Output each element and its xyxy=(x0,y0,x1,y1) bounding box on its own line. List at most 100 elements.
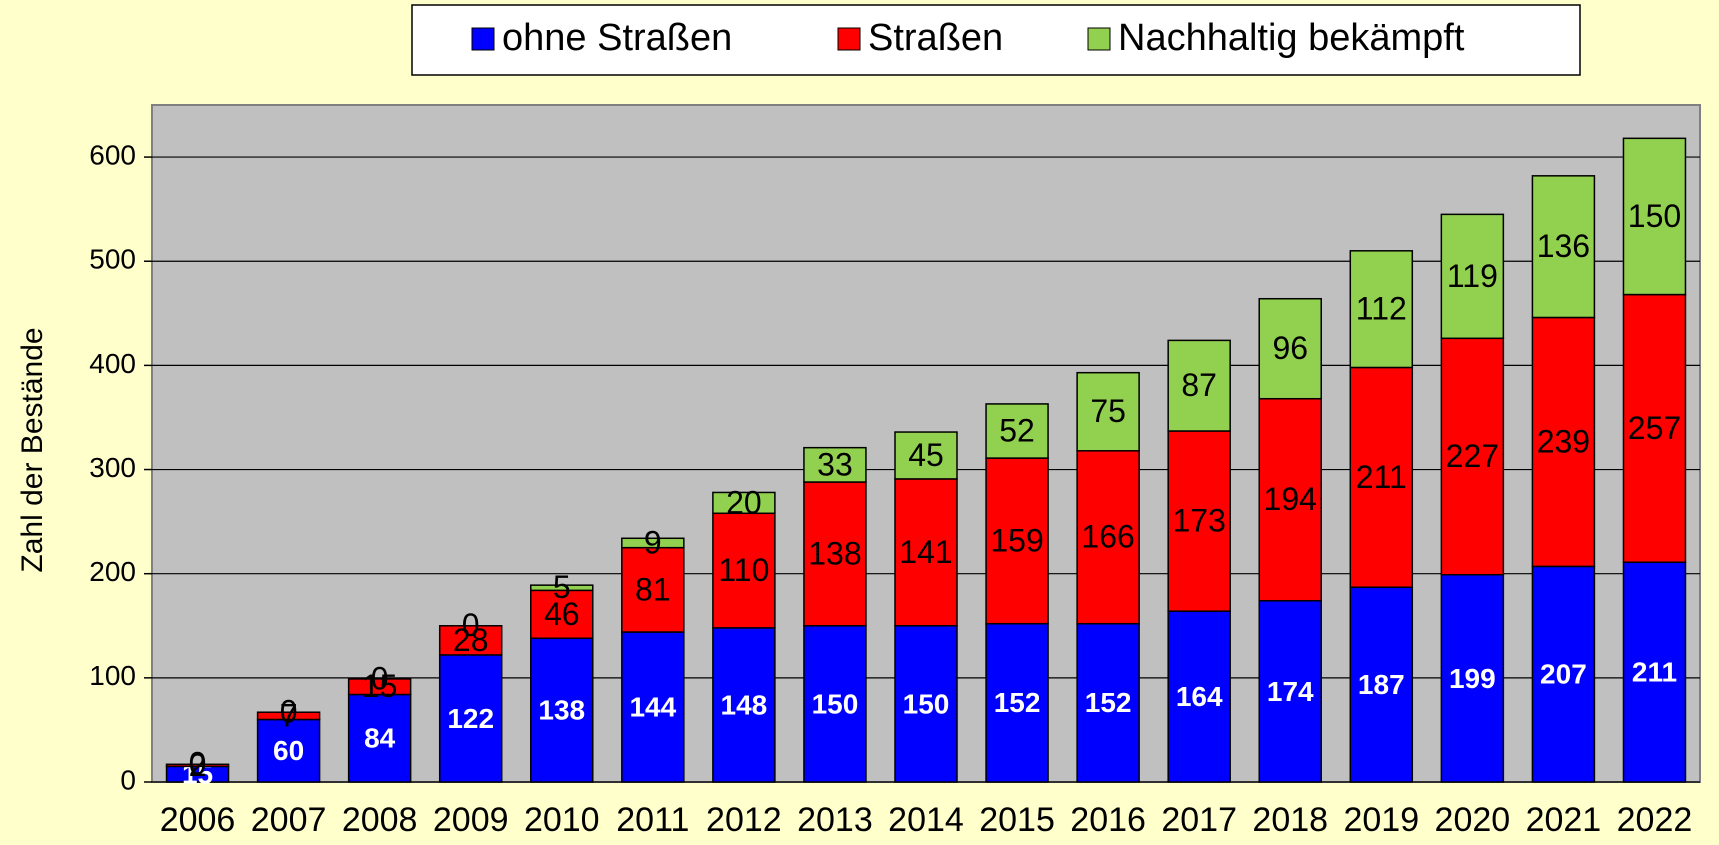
value-label: 81 xyxy=(635,571,671,607)
value-label: 187 xyxy=(1358,669,1405,700)
value-label: 15 xyxy=(362,668,398,704)
value-label: 150 xyxy=(1628,198,1681,234)
value-label: 138 xyxy=(808,535,861,571)
bar-segment xyxy=(1440,213,1505,340)
value-label: 211 xyxy=(1632,657,1677,688)
x-tick-label: 2019 xyxy=(1343,801,1419,839)
value-label: 211 xyxy=(1356,459,1407,495)
bar-segment xyxy=(894,625,958,783)
value-label: 0 xyxy=(371,660,389,696)
x-tick-label: 2009 xyxy=(433,801,509,839)
bar-segment xyxy=(621,631,685,783)
bar-segment xyxy=(438,625,503,656)
bar-segment xyxy=(1349,250,1414,369)
legend-swatch xyxy=(471,27,495,51)
value-label: 0 xyxy=(280,694,298,730)
value-label: 207 xyxy=(1540,659,1587,690)
y-tick-label: 100 xyxy=(89,660,136,691)
bar-segment xyxy=(256,711,321,721)
x-tick-label: 2018 xyxy=(1252,801,1328,839)
legend-label: Nachhaltig bekämpft xyxy=(1118,17,1465,59)
bar-segment xyxy=(985,403,1049,459)
bar-segment xyxy=(894,431,958,480)
value-label: 152 xyxy=(1085,687,1132,718)
bar-segment xyxy=(1258,397,1322,602)
value-label: 96 xyxy=(1272,330,1308,366)
value-label: 166 xyxy=(1081,519,1134,555)
value-label: 2 xyxy=(189,747,207,783)
bar-segment xyxy=(1349,366,1414,588)
bar-segment xyxy=(1258,297,1322,400)
x-tick-label: 2011 xyxy=(616,801,689,839)
value-label: 152 xyxy=(994,687,1041,718)
bar-segment xyxy=(1531,175,1596,319)
value-label: 227 xyxy=(1446,438,1499,474)
x-tick-label: 2007 xyxy=(251,801,327,839)
legend-label: Straßen xyxy=(868,17,1003,59)
value-label: 257 xyxy=(1628,410,1681,446)
y-tick-label: 0 xyxy=(120,764,136,795)
bar-segment xyxy=(1167,430,1231,612)
bar-segment xyxy=(621,546,685,633)
value-label: 110 xyxy=(718,552,769,588)
bar-segment xyxy=(712,627,776,783)
value-label: 136 xyxy=(1537,228,1590,264)
x-tick-label: 2014 xyxy=(888,801,964,839)
x-tick-label: 2006 xyxy=(160,801,236,839)
bar-segment xyxy=(803,481,867,627)
value-label: 45 xyxy=(908,437,944,473)
bar-segment xyxy=(1531,316,1596,568)
bar-segment xyxy=(621,537,685,549)
value-label: 87 xyxy=(1181,367,1217,403)
x-tick-label: 2012 xyxy=(706,801,782,839)
y-axis-title: Zahl der Bestände xyxy=(16,327,49,572)
value-label: 60 xyxy=(273,735,304,766)
bar-segment xyxy=(1076,622,1140,783)
bar-segment xyxy=(894,478,958,627)
bar-segment xyxy=(1622,137,1687,296)
x-tick-label: 2022 xyxy=(1617,801,1693,839)
x-tick-label: 2015 xyxy=(979,801,1055,839)
x-tick-label: 2016 xyxy=(1070,801,1146,839)
bar-segment xyxy=(1622,561,1687,783)
bar-segment xyxy=(1167,339,1231,432)
value-label: 138 xyxy=(538,695,585,726)
x-tick-label: 2017 xyxy=(1161,801,1237,839)
value-label: 33 xyxy=(817,446,853,482)
value-label: 148 xyxy=(721,689,768,720)
bar-segment xyxy=(347,693,412,783)
bar-segment xyxy=(530,637,594,783)
x-tick-label: 2021 xyxy=(1526,801,1602,839)
value-label: 159 xyxy=(990,522,1043,558)
y-tick-label: 300 xyxy=(89,452,136,483)
value-label: 239 xyxy=(1537,423,1590,459)
legend-label: ohne Straßen xyxy=(502,17,732,59)
value-label: 75 xyxy=(1090,393,1126,429)
value-label: 144 xyxy=(629,691,676,722)
value-label: 199 xyxy=(1449,663,1496,694)
bar-segment xyxy=(1531,565,1596,783)
y-tick-label: 400 xyxy=(89,348,136,379)
value-label: 174 xyxy=(1267,676,1314,707)
value-label: 84 xyxy=(364,723,396,754)
value-label: 122 xyxy=(447,703,494,734)
bar-segment xyxy=(1440,573,1505,783)
legend-swatch xyxy=(1087,27,1111,51)
bar-segment xyxy=(438,654,503,783)
bar-segment xyxy=(712,512,776,629)
bar-segment xyxy=(165,763,230,768)
value-label: 164 xyxy=(1176,681,1223,712)
bar-segment xyxy=(530,589,594,640)
value-label: 5 xyxy=(553,569,571,605)
value-label: 0 xyxy=(189,746,207,782)
bar-segment xyxy=(1349,586,1414,783)
bar-segment xyxy=(1440,337,1505,576)
y-tick-label: 200 xyxy=(89,556,136,587)
x-tick-label: 2008 xyxy=(342,801,418,839)
value-label: 141 xyxy=(899,534,952,570)
y-tick-label: 500 xyxy=(89,244,136,275)
bar-segment xyxy=(1622,293,1687,563)
value-label: 46 xyxy=(544,596,580,632)
bar-segment xyxy=(712,491,776,515)
